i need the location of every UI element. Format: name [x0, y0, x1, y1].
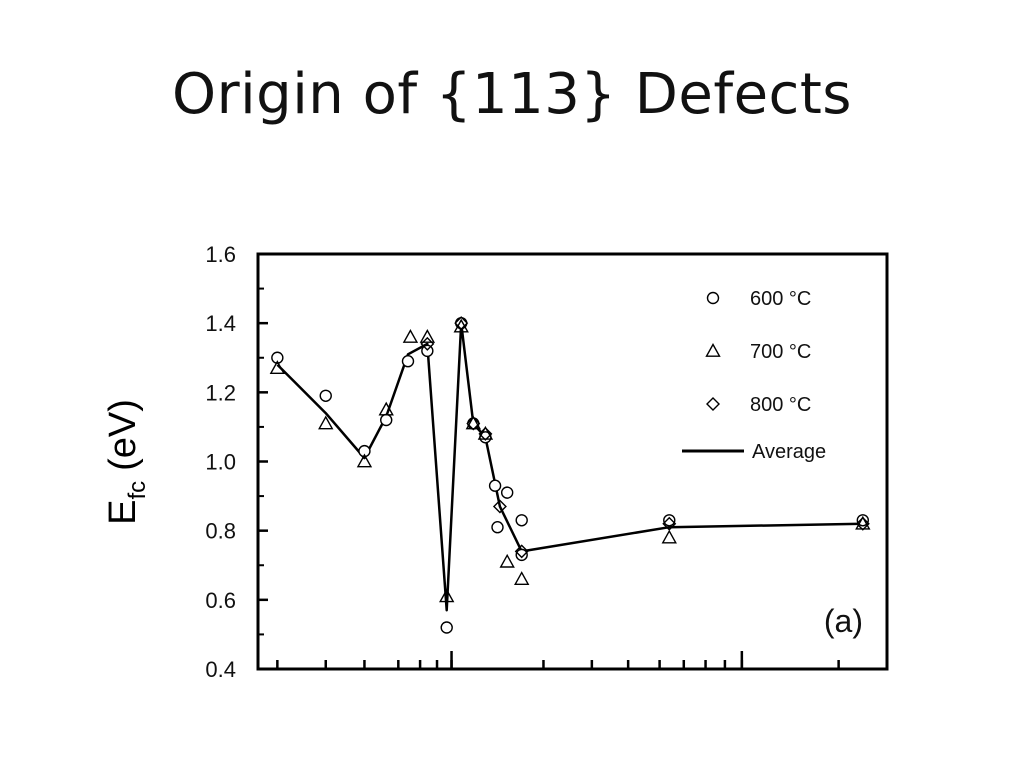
legend-label: 800 °C	[750, 394, 811, 416]
y-tick-label: 1.0	[205, 450, 236, 475]
data-point-circle	[440, 621, 453, 634]
y-axis-label-main: E	[102, 500, 144, 525]
legend-label: 600 °C	[750, 288, 811, 310]
data-point-circle	[380, 413, 393, 427]
data-point-diamond	[454, 316, 469, 331]
data-point-triangle	[439, 588, 455, 603]
data-point-diamond	[855, 516, 870, 531]
data-point-triangle	[318, 415, 334, 430]
y-tick-label: 1.6	[205, 242, 236, 267]
data-point-diamond	[478, 426, 493, 441]
data-point-circle	[271, 351, 284, 364]
slide-title: Origin of {113} Defects	[172, 62, 852, 127]
legend-marker-diamond	[706, 397, 720, 411]
data-point-triangle	[269, 360, 286, 375]
y-tick-label: 1.4	[205, 311, 236, 336]
data-point-circle	[319, 389, 332, 402]
data-point-circle	[663, 514, 676, 527]
y-tick-label: 0.6	[205, 588, 236, 613]
legend-marker-triangle	[705, 343, 721, 357]
data-point-diamond	[492, 499, 507, 514]
data-point-diamond	[420, 336, 435, 351]
y-tick-label: 1.2	[205, 380, 236, 405]
data-point-triangle	[661, 529, 677, 544]
data-point-diamond	[662, 516, 677, 531]
data-point-circle	[488, 479, 502, 492]
data-point-diamond	[466, 416, 481, 431]
y-tick-label: 0.8	[205, 519, 236, 544]
data-point-circle	[491, 521, 504, 534]
y-tick-label: 0.4	[205, 657, 236, 682]
data-point-circle	[515, 548, 528, 562]
data-point-circle	[500, 486, 514, 499]
legend-label: Average	[752, 441, 826, 463]
data-point-circle	[358, 444, 371, 458]
data-point-triangle	[514, 571, 530, 585]
data-point-triangle	[378, 401, 394, 416]
y-axis-label: Efc (eV)	[102, 399, 151, 525]
data-point-triangle	[402, 329, 419, 343]
data-point-circle	[515, 514, 528, 527]
data-point-diamond	[514, 544, 529, 559]
data-point-triangle	[499, 553, 515, 568]
data-point-triangle	[356, 453, 373, 468]
panel-label: (a)	[824, 603, 863, 639]
plot-area: 0.4 0.6 0.8 1.0 1.2 1.4 1.6 600 °C 700 °C 800 °C A…	[205, 242, 889, 682]
data-point-circle	[401, 355, 415, 368]
data-point-triangle	[419, 329, 436, 343]
legend-label: 700 °C	[750, 341, 811, 363]
y-axis-label-unit: (eV)	[102, 399, 144, 471]
y-axis-label-sub: fc	[124, 481, 151, 500]
legend-marker-circle	[706, 291, 720, 305]
